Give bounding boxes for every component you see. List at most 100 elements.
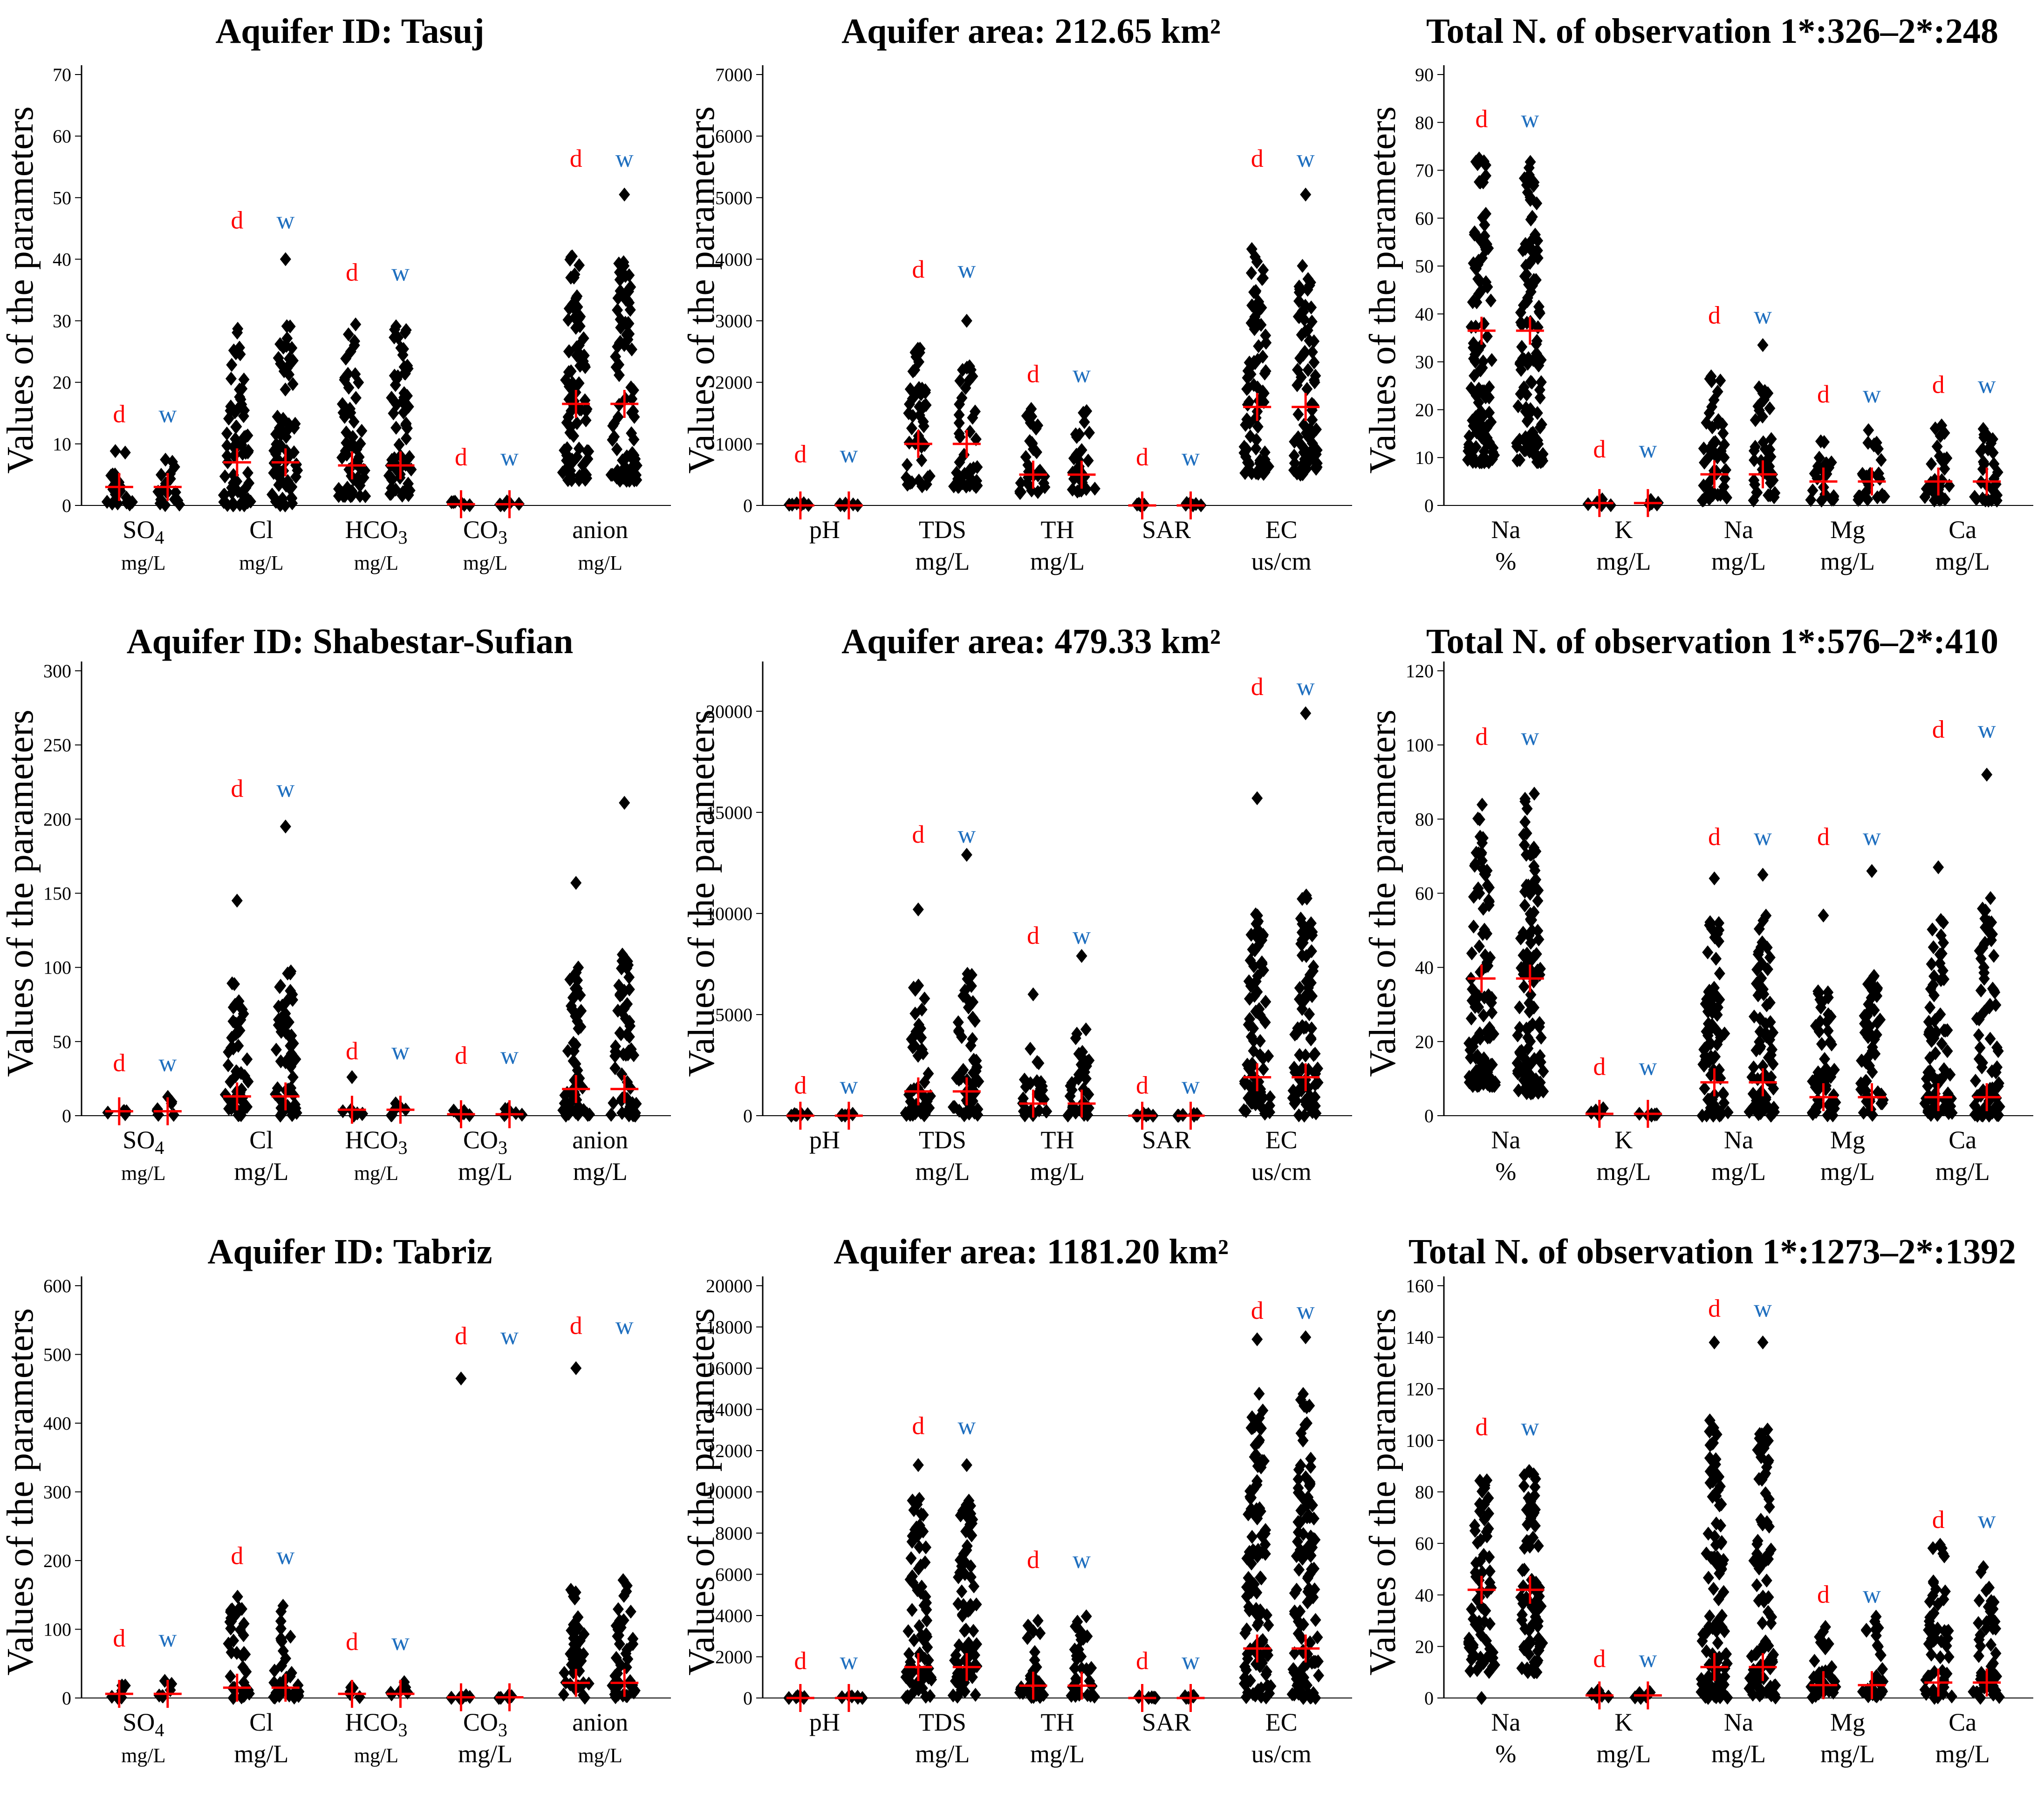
data-point [1928,1014,1940,1028]
category-unit: mg/L [578,552,622,574]
data-point [1029,1645,1040,1659]
data-point [1712,1636,1723,1650]
category-label: anion [572,1126,628,1154]
data-point [1866,1043,1878,1058]
data-point [1868,437,1880,452]
data-point [1297,1552,1308,1566]
data-point [1605,498,1617,512]
data-point [287,377,299,391]
series-d-strip [557,876,595,1123]
data-point [615,284,626,298]
series-label-w: w [276,206,294,234]
series-label-w: w [1639,1645,1657,1673]
data-point [221,438,233,453]
data-point [1263,1049,1274,1064]
series-label-w: w [615,144,634,172]
mean-marker [338,1096,366,1124]
data-point [1466,1602,1477,1616]
data-point [577,458,588,472]
data-point [223,1637,234,1651]
mean-marker [1858,1671,1886,1699]
category-anion-mg-l: anion mg/L d w [557,144,643,574]
data-point [1251,1618,1263,1632]
data-point [238,1096,249,1110]
data-point [960,479,972,494]
data-point [1938,935,1949,950]
data-point [1521,387,1532,402]
series-w-strip: w [267,206,303,512]
mean-marker [271,1673,300,1702]
data-point [1292,1525,1304,1540]
data-point [964,373,975,388]
mean-marker [153,473,182,501]
data-point [274,498,286,512]
data-point [1251,985,1263,999]
data-point [1306,300,1317,314]
data-point [1515,305,1526,320]
category-unit: % [1495,547,1516,575]
category-unit: mg/L [573,1158,628,1186]
y-tick-label: 60 [1415,208,1434,229]
data-point [1823,1684,1835,1698]
data-point [1525,375,1537,389]
series-label-w: w [391,1628,410,1656]
data-point [1469,888,1481,903]
data-point [242,1074,254,1089]
data-point [1701,1644,1712,1658]
category-unit: mg/L [1935,1740,1990,1768]
data-point [1756,971,1767,985]
y-tick-label: 0 [1424,1105,1434,1126]
data-point [1535,353,1547,367]
data-point [1179,1689,1191,1704]
data-point [612,1602,624,1616]
data-point [1239,1671,1251,1685]
y-tick-label: 2000 [715,372,752,393]
data-point [1291,466,1303,481]
data-point [1704,372,1716,386]
y-tick-label: 10000 [706,1482,752,1503]
data-point [1860,1623,1872,1637]
data-point [236,382,248,396]
category-unit: mg/L [1596,1740,1651,1768]
data-point [1242,1647,1253,1661]
series-d-strip: d [786,1071,814,1130]
data-point [1934,956,1946,970]
data-point [1973,1052,1985,1066]
data-point [954,374,966,388]
data-point [1297,935,1309,950]
data-point [1257,1656,1268,1670]
outlier-point [1818,908,1829,923]
mean-marker [1128,1684,1156,1712]
data-point [921,1094,933,1109]
data-point [627,446,638,460]
outlier-point [1757,867,1769,882]
data-point [1978,428,1990,442]
data-point [1244,1545,1255,1559]
data-point [1286,1687,1298,1701]
data-point [1754,1042,1766,1056]
chart-7-tabriz-general: Aquifer area: 1181.20 km² Values of the p… [681,1232,1352,1768]
data-point [1763,1050,1774,1065]
data-point [906,475,918,490]
data-point [1809,466,1820,481]
data-point [618,983,630,998]
data-point [1528,859,1540,873]
data-point [236,1082,247,1097]
data-point [1464,1664,1476,1678]
data-point [1511,436,1523,450]
data-point [1260,328,1272,343]
y-axis-label: Values of the parameters [681,1308,722,1676]
data-point [1991,1040,2003,1055]
data-point [1717,1086,1729,1101]
outlier-point [280,252,291,266]
data-point [1473,1000,1484,1014]
data-point [1975,1565,1987,1579]
data-point [1313,1668,1325,1683]
data-point [398,386,410,400]
y-tick-label: 500 [43,1344,71,1365]
data-point [1699,456,1710,470]
data-point [242,428,253,443]
y-tick-label: 14000 [706,1399,752,1420]
category-na-: Na% d w [1463,1413,1548,1768]
data-point [1748,1060,1759,1075]
